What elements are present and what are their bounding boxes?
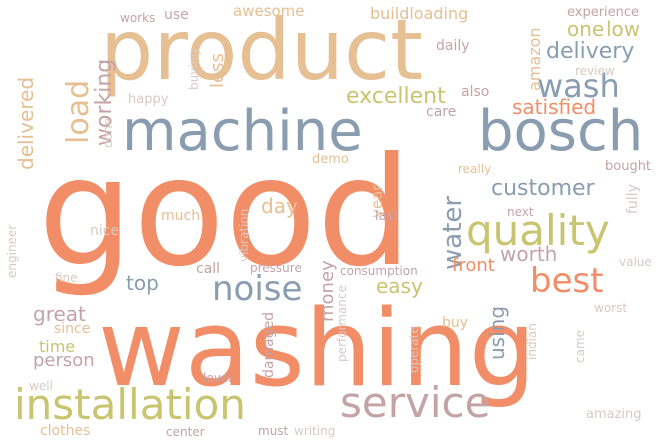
word: clothes <box>40 423 91 439</box>
word: call <box>196 261 221 277</box>
word: low <box>606 17 641 41</box>
word: pressure <box>250 261 302 275</box>
word: bosch <box>478 99 644 164</box>
word: delivery <box>546 39 635 64</box>
word: bought <box>605 159 652 174</box>
word: buy <box>442 315 469 331</box>
word: daily <box>436 38 470 54</box>
word: fully <box>625 184 641 214</box>
word: buying <box>187 49 201 90</box>
word: service <box>340 378 491 427</box>
word: day <box>261 194 298 218</box>
word: installation <box>14 380 246 429</box>
word: damaged <box>261 311 277 378</box>
word: using <box>485 305 509 360</box>
word: nice <box>90 223 120 239</box>
word: works <box>120 11 156 25</box>
word: amazon <box>525 27 544 91</box>
word: demo <box>312 152 349 167</box>
word: top <box>126 271 159 295</box>
word: great <box>33 302 86 326</box>
word: last <box>375 209 399 224</box>
word: wash <box>537 67 620 105</box>
word: engineer <box>5 224 19 278</box>
word: best <box>530 261 604 301</box>
word: indian <box>525 323 539 360</box>
word: well <box>29 379 53 393</box>
word: buildloading <box>370 4 469 23</box>
word: really <box>458 162 492 176</box>
word: must <box>258 424 289 438</box>
word: machine <box>122 99 363 164</box>
word: fine <box>55 271 78 285</box>
word: much <box>161 208 201 224</box>
word: happy <box>128 92 169 107</box>
word: review <box>575 64 615 78</box>
word: level <box>203 371 232 385</box>
word: next <box>507 205 534 219</box>
word: experience <box>567 5 640 20</box>
word: vibration <box>237 208 251 262</box>
word: washing <box>98 287 536 410</box>
word: writing <box>294 424 336 438</box>
word: since <box>54 321 91 337</box>
word: also <box>461 84 490 100</box>
word: front <box>452 255 495 276</box>
word: came <box>573 329 587 363</box>
word: awesome <box>233 2 305 20</box>
word: load <box>61 79 96 144</box>
word: product <box>100 1 424 99</box>
word: customer <box>491 176 595 201</box>
word: use <box>164 7 189 23</box>
word: easy <box>376 274 423 298</box>
word: operate <box>407 326 421 373</box>
word: value <box>619 255 652 269</box>
word: center <box>166 425 205 439</box>
word: care <box>426 104 457 120</box>
word: satisfied <box>512 95 597 119</box>
word: time <box>39 337 76 356</box>
word: worth <box>500 242 558 266</box>
word: done <box>101 118 115 148</box>
word: quality <box>466 206 610 255</box>
word: performance <box>335 285 349 362</box>
word: one <box>567 17 605 41</box>
word: excellent <box>346 84 446 109</box>
word: consumption <box>340 264 418 278</box>
word: good <box>38 126 412 300</box>
word: noise <box>212 269 303 309</box>
word: person <box>33 350 95 371</box>
word: less <box>207 53 228 88</box>
word: delivered <box>14 76 38 170</box>
word: worst <box>594 301 628 315</box>
word: amazing <box>586 407 642 422</box>
